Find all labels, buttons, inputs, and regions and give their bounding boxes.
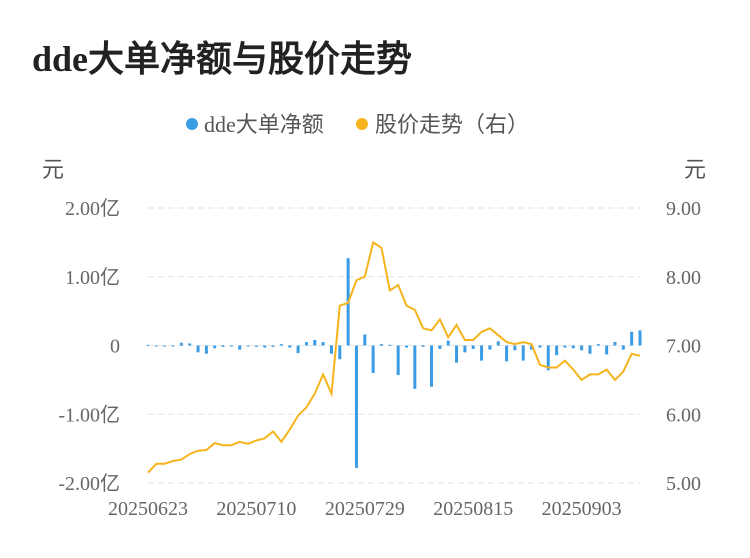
dde-bar — [613, 342, 617, 346]
legend-marker-dde — [186, 118, 198, 130]
dde-bar — [288, 345, 292, 348]
dde-bar — [221, 345, 225, 347]
dde-bar — [313, 340, 317, 346]
dde-bar — [621, 345, 625, 350]
legend[interactable]: dde大单净额 股价走势（右） — [186, 112, 529, 137]
dde-bar — [154, 345, 158, 347]
dde-bar — [413, 345, 417, 389]
dde-bar — [321, 342, 325, 346]
dde-bar — [571, 345, 575, 349]
dde-bar — [521, 345, 525, 361]
left-axis-tick-label: 2.00亿 — [65, 197, 120, 220]
dde-bar — [229, 345, 233, 347]
dde-bar — [254, 345, 258, 347]
dde-bar — [505, 345, 509, 362]
dde-bar — [563, 345, 567, 348]
dde-bar — [238, 345, 242, 350]
dde-bar — [580, 345, 584, 351]
dde-bar — [421, 345, 425, 347]
right-axis-tick-label: 8.00 — [666, 267, 701, 289]
left-axis-tick-label: -1.00亿 — [58, 403, 120, 426]
dde-bar — [329, 345, 333, 354]
x-axis-tick-label: 20250710 — [216, 498, 296, 520]
dde-bar — [530, 345, 534, 350]
dde-bar — [188, 343, 192, 346]
dde-bar — [338, 345, 342, 360]
dde-bar — [538, 345, 542, 348]
dde-bar — [279, 344, 283, 346]
dde-bar — [354, 345, 358, 468]
dde-bar — [363, 334, 367, 346]
dde-bar — [296, 345, 300, 354]
x-axis-ticks: 20250623 20250710 20250729 20250815 20250903 — [108, 498, 622, 520]
price-line — [147, 240, 641, 474]
dde-bar — [488, 345, 492, 350]
dde-bar — [546, 345, 550, 371]
dde-bar — [405, 345, 409, 348]
dde-bar — [163, 345, 167, 347]
dde-bar — [605, 345, 609, 355]
right-axis-tick-label: 6.00 — [666, 404, 701, 426]
dde-bar — [146, 344, 150, 346]
dde-bar — [630, 331, 634, 346]
dde-bar — [379, 344, 383, 346]
dde-bar — [196, 345, 200, 353]
left-axis-tick-label: -2.00亿 — [58, 472, 120, 495]
left-axis-tick-label: 0 — [110, 336, 120, 358]
legend-label-dde: dde大单净额 — [204, 112, 324, 137]
left-axis-unit: 元 — [42, 157, 64, 182]
dde-bar — [446, 340, 450, 346]
dde-bar — [388, 344, 392, 346]
dde-bar — [396, 345, 400, 376]
chart-title: dde大单净额与股价走势 — [32, 39, 413, 79]
dde-bar — [555, 345, 559, 356]
dde-bar — [638, 330, 642, 346]
dde-bar — [430, 345, 434, 387]
dde-bar — [596, 344, 600, 346]
left-axis-tick-label: 1.00亿 — [65, 266, 120, 289]
dde-bar — [304, 342, 308, 346]
dde-bar — [471, 345, 475, 349]
dde-bar — [480, 345, 484, 361]
dde-bar — [171, 345, 175, 347]
right-axis-tick-label: 7.00 — [666, 336, 701, 358]
x-axis-tick-label: 20250815 — [433, 498, 513, 520]
left-axis-ticks: 2.00亿 1.00亿 0 -1.00亿 -2.00亿 — [58, 197, 120, 495]
dde-bar — [204, 345, 208, 354]
dde-bar — [496, 341, 500, 346]
dde-bar — [246, 345, 250, 347]
x-axis-tick-label: 20250623 — [108, 498, 188, 520]
dde-bar — [371, 345, 375, 373]
dde-bar — [513, 345, 517, 351]
right-axis-tick-label: 5.00 — [666, 473, 701, 495]
right-axis-unit: 元 — [684, 157, 706, 182]
right-axis-ticks: 9.00 8.00 7.00 6.00 5.00 — [666, 198, 701, 495]
x-axis-tick-label: 20250729 — [325, 498, 405, 520]
right-axis-tick-label: 9.00 — [666, 198, 701, 220]
dde-bar — [271, 345, 275, 347]
x-axis-tick-label: 20250903 — [542, 498, 622, 520]
dde-bar — [179, 342, 183, 346]
dde-bar — [455, 345, 459, 363]
dde-bar — [263, 345, 267, 348]
legend-marker-price — [356, 118, 368, 130]
dde-bar — [588, 345, 592, 354]
dde-bar — [463, 345, 467, 353]
dde-bar — [213, 345, 217, 349]
legend-label-price: 股价走势（右） — [375, 112, 529, 137]
dde-bar — [438, 345, 442, 349]
